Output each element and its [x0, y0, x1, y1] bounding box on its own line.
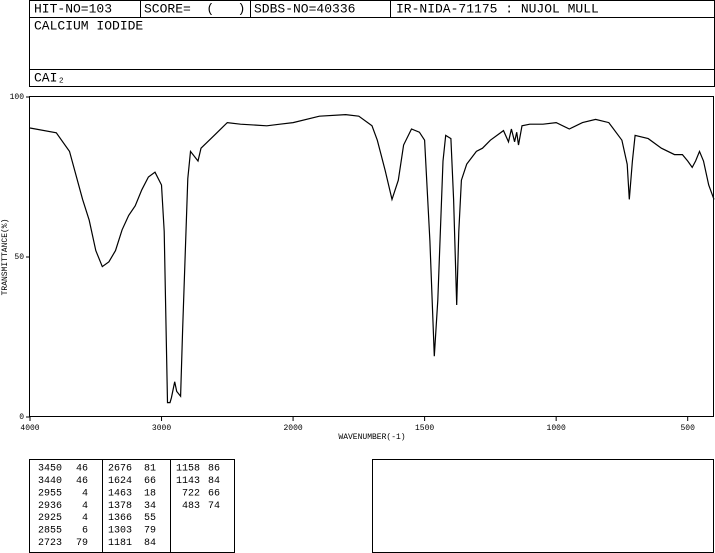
- peak-intensity: 66: [208, 488, 220, 499]
- peak-wavenumber: 1181: [108, 538, 132, 549]
- peak-wavenumber: 1378: [108, 501, 132, 512]
- hit-no: HIT-NO=103: [34, 1, 112, 16]
- peak-wavenumber: 722: [182, 488, 200, 499]
- peak-wavenumber: 483: [182, 501, 200, 512]
- plot-frame: [29, 96, 714, 417]
- peak-wavenumber: 2955: [38, 488, 62, 499]
- peak-intensity: 4: [82, 488, 88, 499]
- peak-intensity: 34: [144, 501, 156, 512]
- x-tick-label: 2000: [283, 424, 302, 433]
- peak-wavenumber: 1366: [108, 513, 132, 524]
- header-boxes: [29, 0, 715, 553]
- peak-wavenumber: 2676: [108, 464, 132, 475]
- peak-wavenumber: 1463: [108, 488, 132, 499]
- peak-wavenumber: 3440: [38, 476, 62, 487]
- sdbs-no: SDBS-NO=40336: [254, 1, 355, 16]
- x-tick-label: 1500: [415, 424, 434, 433]
- peak-wavenumber: 3450: [38, 464, 62, 475]
- peak-intensity: 86: [208, 464, 220, 475]
- peak-intensity: 46: [76, 464, 88, 475]
- peak-intensity: 81: [144, 464, 156, 475]
- peak-wavenumber: 1624: [108, 476, 132, 487]
- x-tick-label: 500: [680, 424, 695, 433]
- peak-intensity: 18: [144, 488, 156, 499]
- spectrum-line: [29, 113, 715, 404]
- peak-intensity: 6: [82, 526, 88, 537]
- x-tick-label: 3000: [152, 424, 171, 433]
- peak-wavenumber: 2855: [38, 526, 62, 537]
- score: SCORE= ( ): [144, 1, 245, 16]
- x-axis-label: WAVENUMBER(-1): [338, 433, 405, 442]
- peak-wavenumber: 1158: [176, 464, 200, 475]
- peak-intensity: 84: [208, 476, 220, 487]
- peak-wavenumber: 1143: [176, 476, 200, 487]
- y-tick-label: 100: [10, 93, 25, 102]
- peak-intensity: 79: [76, 538, 88, 549]
- peak-wavenumber: 2936: [38, 501, 62, 512]
- peak-intensity: 84: [144, 538, 156, 549]
- peak-wavenumber: 1303: [108, 526, 132, 537]
- peak-intensity: 79: [144, 526, 156, 537]
- x-tick-label: 1000: [547, 424, 566, 433]
- peak-intensity: 46: [76, 476, 88, 487]
- peak-intensity: 4: [82, 501, 88, 512]
- peak-wavenumber: 2723: [38, 538, 62, 549]
- method: IR-NIDA-71175 : NUJOL MULL: [396, 1, 599, 16]
- y-axis-label: TRANSMITTANCE(%): [1, 219, 10, 296]
- peak-intensity: 4: [82, 513, 88, 524]
- y-tick-label: 0: [19, 413, 24, 422]
- compound-name: CALCIUM IODIDE: [34, 18, 143, 33]
- peak-intensity: 55: [144, 513, 156, 524]
- header-frame: [29, 0, 715, 87]
- x-tick-label: 4000: [20, 424, 39, 433]
- peak-intensity: 74: [208, 501, 220, 512]
- empty-box: [372, 459, 714, 553]
- y-tick-label: 50: [14, 253, 24, 262]
- peak-intensity: 66: [144, 476, 156, 487]
- peak-wavenumber: 2925: [38, 513, 62, 524]
- formula: CAI₂: [34, 70, 65, 85]
